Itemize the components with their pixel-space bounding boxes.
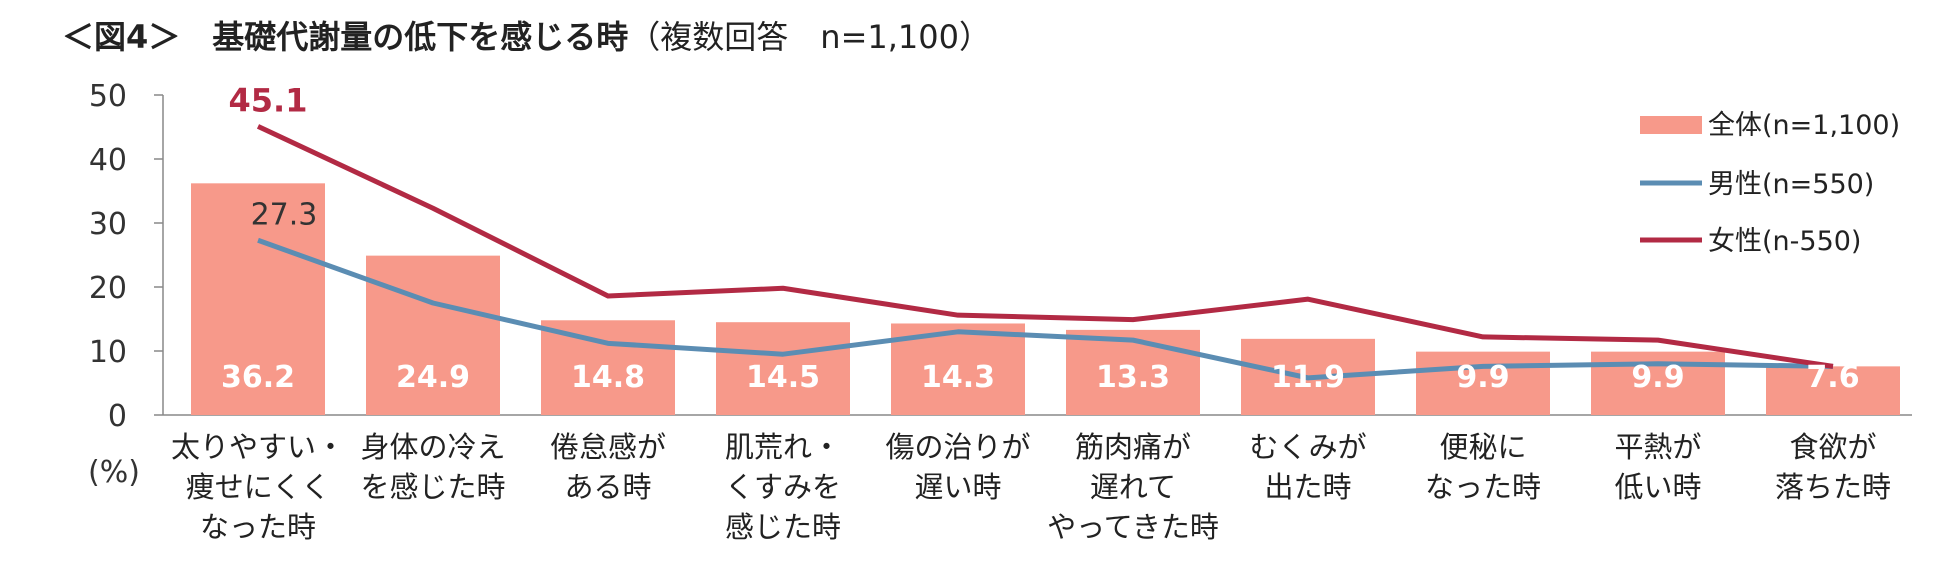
bar-data-label: 13.3 (1096, 360, 1170, 395)
x-category-label: を感じた時 (360, 470, 505, 504)
x-category-label: 倦怠感が (550, 430, 666, 464)
x-category-label: 落ちた時 (1775, 470, 1891, 504)
legend-label-total: 全体(n=1,100) (1708, 110, 1900, 141)
x-category-label: 感じた時 (725, 510, 841, 544)
legend-swatch-total (1640, 116, 1702, 134)
bar-data-label: 7.6 (1806, 360, 1859, 395)
bar-data-label: 14.8 (571, 360, 645, 395)
y-tick-label: 50 (89, 79, 127, 114)
legend-label-female: 女性(n-550) (1708, 226, 1861, 257)
y-axis-unit-label: (%) (88, 455, 140, 490)
x-category-label: くすみを (725, 470, 841, 504)
bar (1066, 329, 1200, 415)
x-category-label: 平熱が (1614, 430, 1701, 464)
x-category-label: 出た時 (1264, 470, 1351, 504)
y-tick-label: 0 (108, 399, 127, 434)
bar-data-label: 11.9 (1271, 360, 1345, 395)
x-category-label: 身体の冷え (360, 430, 505, 464)
bar (541, 320, 675, 415)
bar (1766, 366, 1900, 415)
y-tick-label: 10 (89, 335, 127, 370)
chart-title: ＜図4＞ 基礎代謝量の低下を感じる時（複数回答 n=1,100） (62, 12, 991, 58)
title-main: ＜図4＞ 基礎代謝量の低下を感じる時 (62, 18, 629, 56)
bar (1416, 351, 1550, 415)
bar (191, 183, 325, 415)
bar (716, 322, 850, 415)
bar-data-label: 24.9 (396, 360, 470, 395)
legend-label-male: 男性(n=550) (1708, 169, 1874, 200)
x-category-label: 肌荒れ・ (725, 430, 841, 464)
x-category-label: なった時 (1425, 470, 1541, 504)
x-category-label: 食欲が (1789, 430, 1876, 464)
male-series-line (257, 237, 1834, 381)
bar-data-label: 36.2 (221, 360, 295, 395)
y-tick-label: 30 (89, 207, 127, 242)
y-tick-label: 40 (89, 143, 127, 178)
x-category-label: むくみが (1249, 430, 1366, 464)
x-category-label: 便秘に (1439, 430, 1526, 464)
x-category-label: ある時 (564, 470, 651, 504)
title-subtitle: （複数回答 n=1,100） (628, 18, 991, 56)
x-category-label: 低い時 (1614, 470, 1701, 504)
bar-data-label: 9.9 (1631, 360, 1684, 395)
x-category-label: 筋肉痛が (1075, 430, 1191, 464)
male-data-label: 27.3 (251, 197, 318, 232)
bar (366, 255, 500, 415)
x-category-label: 太りやすい・ (171, 430, 345, 464)
x-category-label: 遅い時 (914, 470, 1001, 504)
bar-data-label: 14.3 (921, 360, 995, 395)
bar-data-label: 14.5 (746, 360, 820, 395)
x-category-label: 痩せにくく (186, 470, 330, 504)
x-category-label: 遅れて (1090, 470, 1176, 504)
bar-data-label: 9.9 (1456, 360, 1509, 395)
x-category-label: なった時 (200, 510, 316, 544)
female-series-line (256, 124, 1834, 369)
female-data-label: 45.1 (229, 81, 308, 119)
x-category-label: 傷の治りが (885, 430, 1030, 464)
x-category-label: やってきた時 (1047, 510, 1219, 544)
y-tick-label: 20 (89, 271, 127, 306)
